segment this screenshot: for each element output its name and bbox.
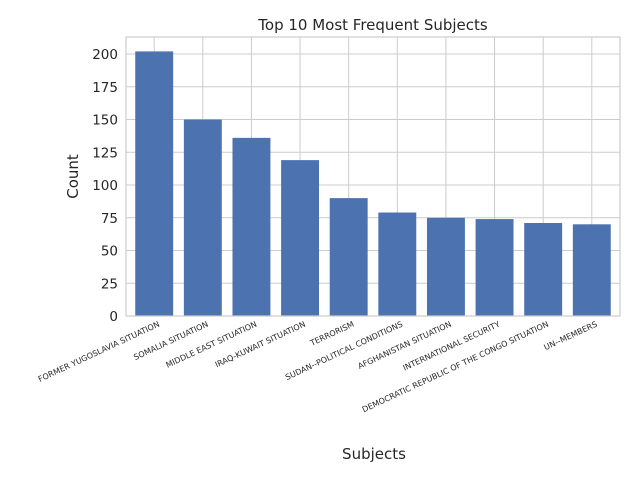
- bar: [135, 51, 174, 317]
- y-tick-label: 25: [101, 276, 118, 292]
- bar: [572, 224, 611, 316]
- y-tick-label: 125: [92, 145, 118, 161]
- bar: [232, 137, 271, 316]
- bar: [281, 160, 320, 316]
- bar: [329, 198, 368, 316]
- y-tick-label: 75: [101, 211, 118, 227]
- y-tick-label: 175: [92, 80, 118, 96]
- y-tick-label: 200: [92, 47, 118, 63]
- plot-frame: [125, 36, 621, 317]
- y-tick-label: 100: [92, 178, 118, 194]
- bar: [426, 217, 465, 316]
- x-axis-label: Subjects: [342, 445, 406, 463]
- bars: [135, 51, 611, 317]
- y-tick-label: 150: [92, 113, 118, 129]
- y-tick-label: 0: [109, 309, 118, 325]
- y-tick-label: 50: [101, 244, 118, 260]
- x-tick-label: IRAQ-KUWAIT SITUATION: [214, 320, 307, 370]
- bar: [524, 223, 563, 316]
- bar: [475, 219, 514, 316]
- bar: [183, 119, 222, 317]
- y-axis-label: Count: [64, 154, 82, 199]
- bar: [378, 212, 417, 316]
- x-tick-label: UN--MEMBERS: [543, 320, 599, 353]
- y-tick-labels: 0 25 50 75 100 125 150 175 200: [92, 47, 118, 325]
- chart-title: Top 10 Most Frequent Subjects: [257, 16, 488, 34]
- x-tick-label: MIDDLE EAST SITUATION: [165, 320, 259, 370]
